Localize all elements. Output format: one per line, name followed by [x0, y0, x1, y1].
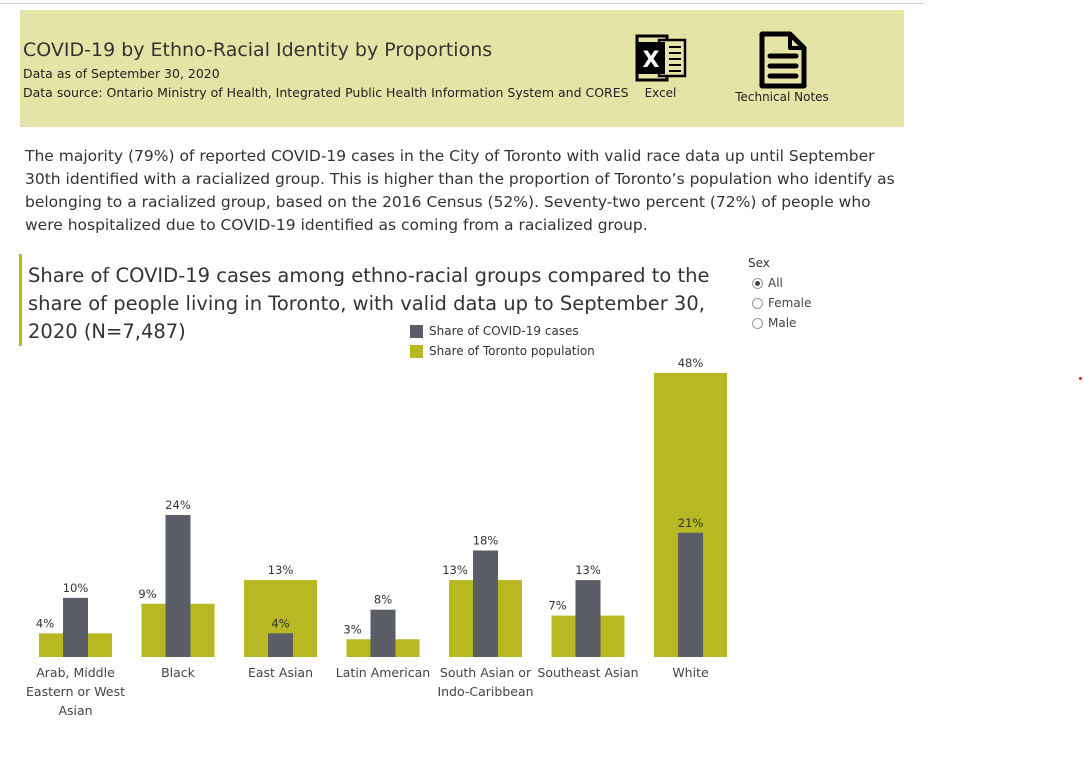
data-label-cases-0: 10% [63, 581, 89, 595]
data-source: Data source: Ontario Ministry of Health,… [23, 85, 629, 100]
legend-swatch-population [410, 344, 423, 358]
dashboard-header: COVID-19 by Ethno-Racial Identity by Pro… [20, 10, 904, 127]
technical-notes-label: Technical Notes [735, 90, 829, 104]
data-label-cases-6: 21% [678, 516, 704, 530]
bar-cases-4 [473, 550, 498, 657]
data-label-population-1: 9% [138, 587, 156, 601]
title-accent-bar [19, 254, 22, 346]
stray-dot [1079, 377, 1082, 380]
technical-notes-button[interactable]: Technical Notes [730, 30, 834, 104]
excel-label: Excel [644, 86, 677, 100]
category-label-5-0: Southeast Asian [537, 665, 638, 680]
legend-label-population: Share of Toronto population [429, 344, 595, 358]
sex-filter: Sex All Female Male [748, 256, 811, 333]
radio-male-circle[interactable] [752, 317, 763, 329]
category-label-4-1: Indo-Caribbean [437, 684, 533, 699]
category-label-2-0: East Asian [248, 665, 313, 680]
radio-male-label[interactable]: Male [768, 316, 797, 330]
dashboard-title: COVID-19 by Ethno-Racial Identity by Pro… [23, 39, 493, 61]
category-label-0-2: Asian [58, 703, 92, 718]
legend-item-population: Share of Toronto population [410, 341, 595, 361]
radio-all-circle[interactable] [752, 277, 763, 289]
data-label-population-6: 48% [678, 356, 704, 370]
data-label-population-2: 13% [268, 563, 294, 577]
bar-cases-5 [575, 580, 601, 657]
category-label-0-1: Eastern or West [26, 684, 125, 699]
data-label-population-4: 13% [442, 563, 468, 577]
data-as-of: Data as of September 30, 2020 [23, 66, 220, 81]
bar-chart: 4% 10% Arab, Middle Eastern or West Asian 9% 2… [26, 356, 727, 718]
legend-item-cases: Share of COVID-19 cases [410, 321, 595, 341]
data-label-population-0: 4% [36, 616, 54, 630]
category-label-1-0: Black [161, 665, 196, 680]
top-divider [0, 3, 925, 4]
data-label-population-3: 3% [343, 622, 361, 636]
bar-cases-0 [63, 597, 88, 657]
category-label-3-0: Latin American [336, 665, 430, 680]
sex-filter-title: Sex [748, 256, 770, 270]
bar-cases-6 [678, 532, 703, 657]
category-label-4-0: South Asian or [440, 665, 532, 680]
data-label-cases-2: 4% [271, 616, 289, 630]
data-label-cases-4: 18% [473, 534, 499, 548]
legend-swatch-cases [410, 324, 423, 338]
radio-female[interactable]: Female [752, 293, 811, 313]
radio-female-label[interactable]: Female [768, 296, 812, 310]
document-icon [759, 31, 807, 89]
radio-all-label[interactable]: All [768, 276, 783, 290]
svg-text:X: X [642, 48, 659, 73]
chart-title: Share of COVID-19 cases among ethno-raci… [28, 264, 710, 343]
bar-cases-1 [165, 515, 191, 657]
bar-cases-2 [268, 633, 293, 657]
chart-legend: Share of COVID-19 cases Share of Toronto… [410, 321, 595, 361]
radio-male[interactable]: Male [752, 313, 811, 333]
legend-label-cases: Share of COVID-19 cases [429, 324, 579, 338]
data-label-cases-3: 8% [374, 593, 392, 607]
category-label-6-0: White [672, 665, 709, 680]
excel-icon: X [635, 34, 686, 82]
radio-female-circle[interactable] [752, 297, 763, 309]
bar-cases-3 [370, 609, 396, 657]
data-label-cases-5: 13% [575, 563, 601, 577]
category-label-0-0: Arab, Middle [36, 665, 115, 680]
summary-text: The majority (79%) of reported COVID-19 … [25, 147, 895, 234]
data-label-cases-1: 24% [165, 498, 191, 512]
radio-all[interactable]: All [752, 273, 811, 293]
data-label-population-5: 7% [548, 599, 566, 613]
excel-download-button[interactable]: X Excel [628, 30, 693, 100]
